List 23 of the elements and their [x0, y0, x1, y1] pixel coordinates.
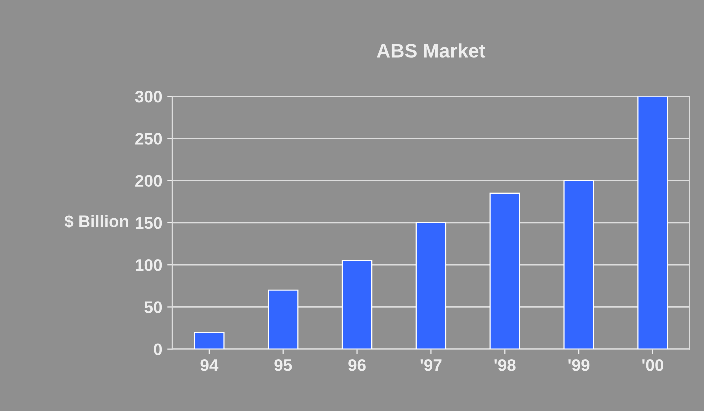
x-tick-label: 94 — [200, 360, 219, 372]
bar — [638, 96, 668, 350]
y-axis-title: $ Billion — [64, 214, 128, 229]
x-tick-label: '00 — [642, 360, 664, 372]
y-tick-label: 300 — [135, 90, 162, 103]
y-tick-label: 150 — [136, 217, 162, 230]
bar — [342, 260, 373, 350]
bar — [564, 180, 594, 350]
x-tick-label: '97 — [420, 360, 442, 372]
x-tick-label: '99 — [568, 360, 590, 372]
y-tick-label: 250 — [136, 133, 162, 145]
y-tick-label: 100 — [136, 259, 162, 272]
bar — [416, 222, 447, 350]
x-tick-label: '98 — [494, 360, 516, 372]
y-tick-label: 50 — [144, 302, 162, 314]
x-tick-label: 96 — [348, 360, 366, 372]
y-tick-label: 200 — [136, 175, 162, 188]
bar — [490, 192, 520, 350]
chart-title: ABS Market — [377, 44, 486, 58]
x-tick-label: 95 — [274, 360, 292, 372]
bar — [194, 332, 225, 350]
bar — [268, 290, 299, 350]
y-tick-label: 0 — [154, 344, 162, 356]
